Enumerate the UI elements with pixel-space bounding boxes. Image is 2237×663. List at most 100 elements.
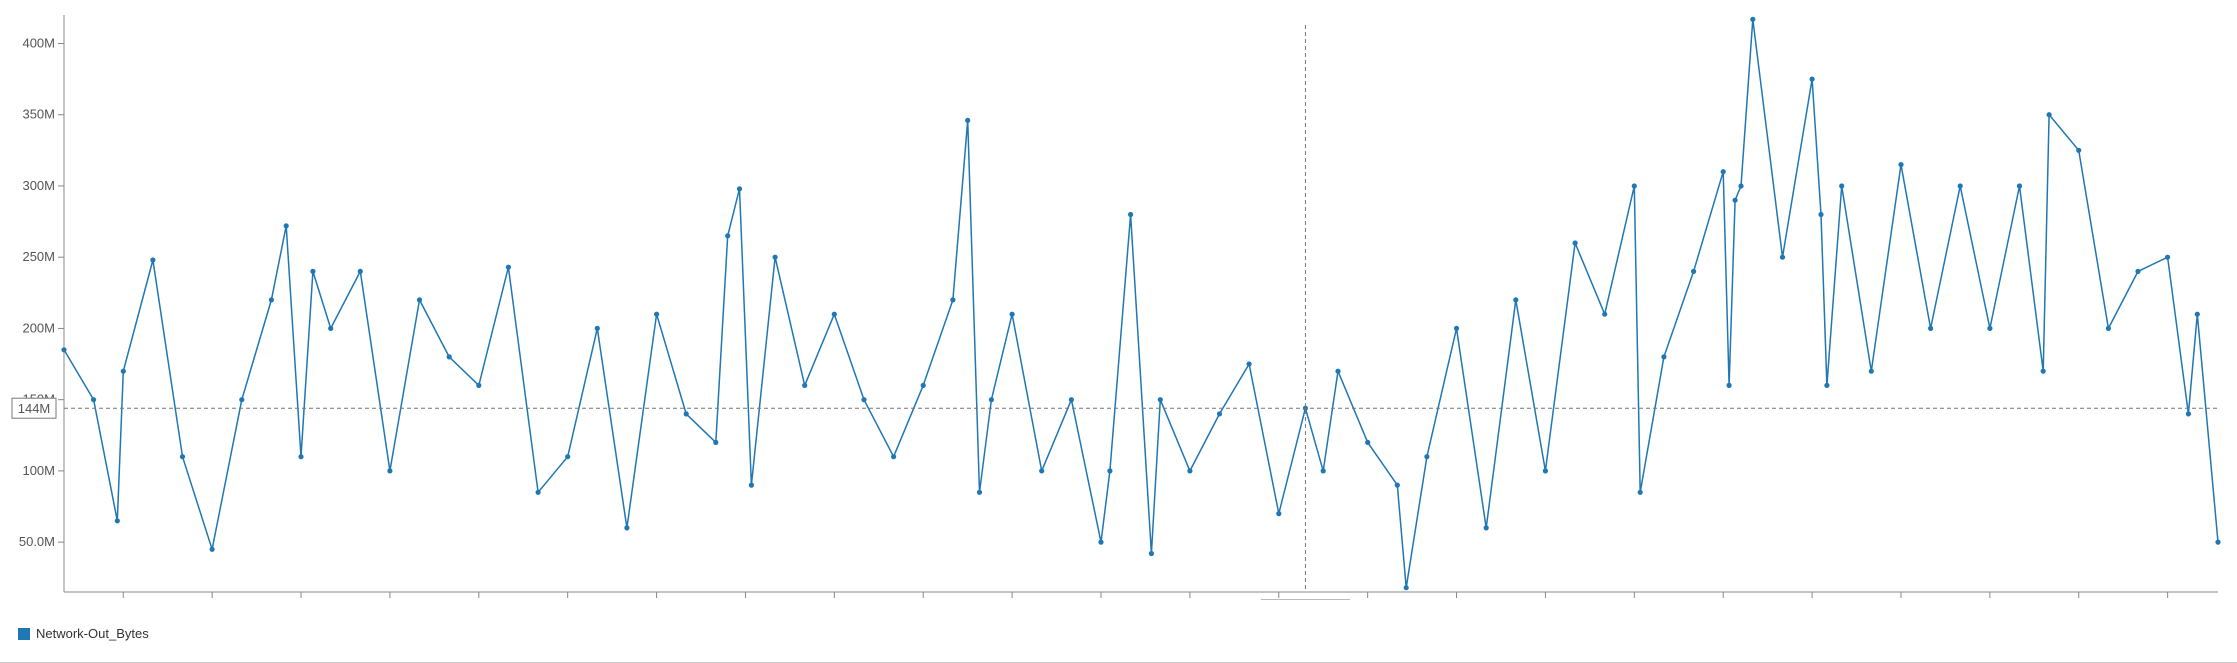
data-point[interactable] <box>476 382 482 388</box>
legend[interactable]: Network-Out_Bytes <box>18 626 149 641</box>
data-point[interactable] <box>2105 325 2111 331</box>
data-point[interactable] <box>654 311 660 317</box>
data-point[interactable] <box>920 382 926 388</box>
y-tick-label: 250M <box>22 249 55 264</box>
data-point[interactable] <box>1424 454 1430 460</box>
data-point[interactable] <box>1276 510 1282 517</box>
data-point[interactable] <box>209 546 215 552</box>
data-point[interactable] <box>565 454 571 460</box>
data-point[interactable] <box>950 297 956 303</box>
data-point[interactable] <box>1513 297 1519 303</box>
data-point[interactable] <box>1661 354 1667 360</box>
data-point[interactable] <box>1394 482 1400 488</box>
data-point[interactable] <box>2046 112 2052 118</box>
y-axis: 50.0M100M150M200M250M300M350M400M <box>19 15 65 592</box>
data-point[interactable] <box>2165 254 2171 260</box>
data-point[interactable] <box>1107 468 1113 474</box>
data-point[interactable] <box>802 382 808 388</box>
data-point[interactable] <box>624 525 630 531</box>
data-point[interactable] <box>1631 183 1637 189</box>
data-point[interactable] <box>1009 311 1015 317</box>
data-point[interactable] <box>2016 183 2023 189</box>
data-point[interactable] <box>2135 268 2141 274</box>
y-tick-label: 200M <box>22 320 55 335</box>
data-point[interactable] <box>1868 368 1874 374</box>
data-point[interactable] <box>891 454 897 460</box>
data-point[interactable] <box>976 489 983 495</box>
data-point[interactable] <box>594 325 600 331</box>
data-point[interactable] <box>1898 162 1904 168</box>
data-point[interactable] <box>1128 211 1134 218</box>
data-point[interactable] <box>535 489 541 495</box>
data-point[interactable] <box>1779 254 1786 260</box>
series-network-out-bytes[interactable] <box>61 16 2221 591</box>
data-point[interactable] <box>1726 382 1732 388</box>
data-point[interactable] <box>2185 411 2191 417</box>
data-point[interactable] <box>1824 382 1830 388</box>
data-point[interactable] <box>2215 539 2221 545</box>
data-point[interactable] <box>1335 368 1341 374</box>
data-point[interactable] <box>1187 468 1193 474</box>
data-point[interactable] <box>120 368 126 374</box>
data-point[interactable] <box>1068 397 1074 403</box>
data-point[interactable] <box>446 354 452 360</box>
data-point[interactable] <box>1039 468 1045 474</box>
data-point[interactable] <box>1732 197 1738 203</box>
data-point[interactable] <box>239 397 245 403</box>
data-point[interactable] <box>1839 183 1845 189</box>
data-point[interactable] <box>1483 525 1489 531</box>
data-point[interactable] <box>357 268 363 274</box>
data-point[interactable] <box>61 347 67 353</box>
series-line[interactable] <box>63 18 2219 589</box>
data-point[interactable] <box>1572 240 1578 246</box>
data-point[interactable] <box>713 439 719 445</box>
data-point[interactable] <box>1928 325 1934 331</box>
data-point[interactable] <box>965 117 971 123</box>
data-point[interactable] <box>505 264 511 270</box>
data-point[interactable] <box>1157 397 1163 403</box>
data-point[interactable] <box>1720 169 1726 175</box>
data-point[interactable] <box>2194 311 2200 317</box>
data-point[interactable] <box>1542 468 1548 474</box>
data-point[interactable] <box>1320 468 1326 474</box>
data-point[interactable] <box>1602 311 1608 317</box>
data-point[interactable] <box>1403 585 1409 591</box>
data-point[interactable] <box>1957 183 1963 189</box>
data-point[interactable] <box>179 454 186 460</box>
data-point[interactable] <box>1148 550 1154 557</box>
data-point[interactable] <box>683 411 689 417</box>
crosshair-value-box <box>11 397 57 419</box>
data-point[interactable] <box>387 468 393 474</box>
data-point[interactable] <box>283 223 289 229</box>
data-point[interactable] <box>725 233 731 239</box>
data-point[interactable] <box>1738 183 1744 189</box>
data-point[interactable] <box>988 397 995 403</box>
data-point[interactable] <box>772 254 778 260</box>
data-point[interactable] <box>831 311 837 317</box>
data-point[interactable] <box>91 397 97 403</box>
data-point[interactable] <box>1637 489 1643 495</box>
data-point[interactable] <box>2040 368 2046 374</box>
data-point[interactable] <box>1098 539 1104 545</box>
crosshair: 144M11/17 18:39 <box>11 25 2218 600</box>
data-point[interactable] <box>1750 16 1756 22</box>
data-point[interactable] <box>298 454 304 460</box>
data-point[interactable] <box>1365 439 1371 445</box>
data-point[interactable] <box>736 186 743 192</box>
data-point[interactable] <box>1818 211 1824 218</box>
data-point[interactable] <box>861 397 867 403</box>
data-point[interactable] <box>328 325 334 331</box>
data-point[interactable] <box>2076 147 2082 153</box>
data-point[interactable] <box>1809 76 1815 82</box>
data-point[interactable] <box>114 518 120 524</box>
data-point[interactable] <box>268 297 274 303</box>
data-point[interactable] <box>1691 268 1697 274</box>
data-point[interactable] <box>1246 361 1252 367</box>
data-point[interactable] <box>1216 411 1223 417</box>
data-point[interactable] <box>1453 325 1460 331</box>
data-point[interactable] <box>310 268 316 274</box>
data-point[interactable] <box>416 297 423 303</box>
data-point[interactable] <box>748 482 755 488</box>
data-point[interactable] <box>1987 325 1993 331</box>
data-point[interactable] <box>150 257 156 263</box>
